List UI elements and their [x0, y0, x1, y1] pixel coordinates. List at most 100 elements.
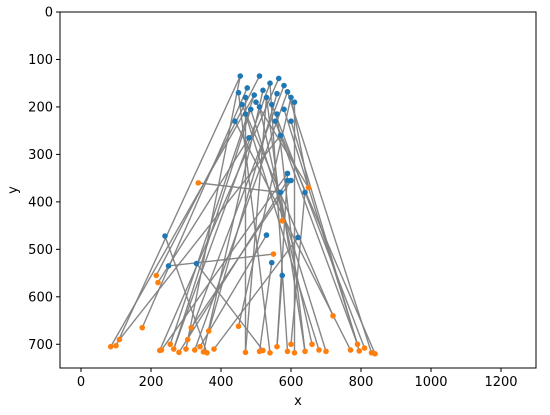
link-line — [202, 90, 264, 353]
series-a-point — [242, 94, 249, 101]
y-tick-label: 100 — [28, 53, 53, 68]
series-b-point — [309, 341, 315, 348]
y-axis-ticks: 0 100 200 300 400 500 600 700 — [28, 6, 60, 353]
series-a-point — [268, 101, 275, 108]
series-a-point — [274, 111, 280, 117]
series-b-point — [170, 346, 177, 352]
series-a-point — [193, 260, 200, 267]
y-tick-label: 500 — [28, 243, 53, 258]
series-b-point — [274, 343, 280, 350]
series-a-point — [239, 101, 245, 108]
series-a-point — [165, 263, 172, 269]
series-b-point — [183, 346, 189, 352]
series-b-point — [191, 347, 198, 353]
series-a-point — [268, 259, 275, 266]
x-axis-ticks: 0 200 400 600 800 1000 1200 — [77, 368, 518, 390]
series-a-point — [246, 134, 252, 141]
series-a-point — [272, 118, 279, 124]
series-a-point — [279, 272, 286, 279]
series-a-point — [281, 82, 287, 89]
series-b-point — [113, 342, 119, 349]
series-a-point — [281, 106, 287, 113]
series-b-point — [195, 180, 202, 186]
link-line — [164, 235, 208, 354]
series-b-point — [330, 312, 336, 319]
link-line — [244, 97, 268, 353]
series-b-point — [284, 348, 291, 355]
series-a-point — [302, 189, 308, 196]
series-b-point — [323, 348, 329, 355]
series-b-point — [197, 343, 203, 350]
series-a-point — [277, 189, 284, 196]
series-a-point — [237, 73, 244, 79]
y-axis-label: y — [6, 186, 21, 194]
series-b-point — [176, 349, 182, 356]
link-line — [213, 237, 299, 350]
series-b-point — [158, 347, 165, 353]
series-b-point — [361, 345, 368, 351]
link-line — [269, 83, 289, 352]
link-line — [241, 104, 334, 317]
link-line — [276, 173, 289, 347]
series-b-point — [205, 328, 212, 334]
series-b-point — [305, 184, 312, 191]
link-line — [159, 78, 280, 351]
link-line — [118, 134, 282, 340]
y-tick-label: 700 — [28, 338, 53, 353]
x-tick-label: 1000 — [414, 375, 447, 390]
series-b-point — [211, 346, 217, 352]
link-line — [195, 263, 264, 351]
link-line — [244, 113, 320, 351]
y-tick-label: 200 — [28, 100, 53, 115]
y-tick-label: 400 — [28, 195, 53, 210]
link-line — [274, 120, 376, 355]
series-b-point — [302, 348, 308, 355]
link-line — [250, 109, 327, 352]
series-a-point — [260, 87, 266, 94]
series-b-point — [188, 324, 195, 331]
series-a-point — [277, 132, 284, 139]
link-line — [271, 104, 366, 349]
series-a-point — [162, 233, 168, 239]
link-line — [286, 91, 373, 354]
series-a-point — [253, 99, 259, 105]
link-line — [258, 262, 273, 352]
series-b-point — [155, 279, 161, 286]
series-b-points — [107, 180, 378, 357]
series-a-point — [288, 177, 294, 184]
series-b-point — [356, 348, 363, 354]
series-a-point — [235, 89, 242, 96]
series-b-point — [291, 350, 298, 356]
series-b-point — [354, 341, 361, 348]
link-lines — [110, 75, 376, 355]
series-b-point — [267, 350, 273, 356]
series-b-point — [107, 343, 114, 350]
link-line — [110, 94, 255, 347]
series-a-point — [284, 88, 291, 95]
series-a-point — [267, 80, 273, 86]
series-b-point — [242, 349, 249, 356]
series-b-point — [279, 218, 286, 224]
series-b-point — [204, 350, 210, 356]
link-line — [274, 120, 359, 345]
series-b-point — [270, 251, 277, 257]
link-line — [283, 109, 359, 345]
series-b-point — [139, 324, 146, 331]
series-b-point — [372, 350, 378, 357]
series-b-point — [260, 347, 266, 354]
series-a-point — [284, 170, 291, 177]
series-a-point — [295, 234, 301, 241]
x-tick-label: 800 — [349, 375, 374, 390]
series-a-point — [263, 94, 270, 101]
series-a-point — [256, 73, 263, 79]
series-a-point — [291, 99, 298, 105]
series-a-point — [256, 104, 263, 110]
x-tick-label: 0 — [77, 375, 85, 390]
series-b-point — [153, 272, 160, 279]
link-line — [290, 97, 310, 188]
series-b-point — [116, 336, 123, 343]
series-b-point — [167, 341, 174, 348]
link-line — [279, 192, 306, 352]
series-a-point — [288, 118, 294, 124]
